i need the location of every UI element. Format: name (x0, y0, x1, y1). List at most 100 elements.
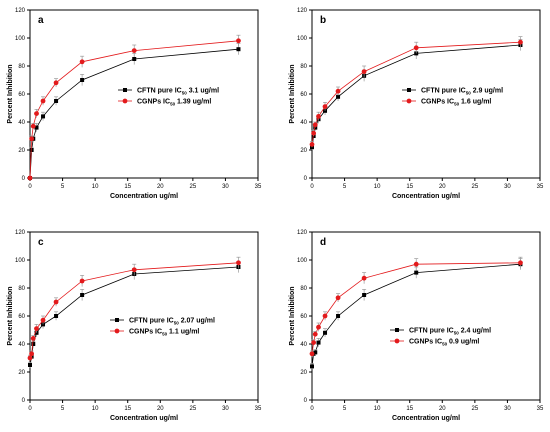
y-tick-label: 20 (18, 148, 25, 154)
x-tick-label: 10 (92, 406, 99, 412)
x-tick-label: 5 (343, 184, 347, 190)
series-0 (28, 43, 241, 180)
series-line (29, 48, 239, 179)
y-tick-label: 40 (18, 120, 25, 126)
y-tick-label: 0 (304, 398, 308, 404)
panel-label: c (38, 237, 44, 248)
data-point (310, 364, 314, 369)
x-tick-label: 20 (157, 184, 164, 190)
x-tick-label: 5 (61, 184, 65, 190)
x-axis-title: Concentration ug/ml (392, 415, 460, 422)
x-tick-label: 25 (190, 406, 197, 412)
data-point (336, 314, 341, 318)
plot-frame (311, 231, 541, 401)
data-point (336, 94, 341, 99)
x-tick-label: 20 (439, 406, 446, 412)
y-tick-label: 20 (18, 370, 25, 376)
y-tick-label: 80 (300, 64, 307, 70)
legend-marker (114, 328, 120, 334)
data-point (413, 45, 419, 51)
x-tick-label: 15 (406, 184, 413, 190)
x-tick-label: 15 (124, 184, 131, 190)
x-tick-label: 0 (310, 406, 314, 412)
data-point (41, 114, 46, 119)
x-tick-label: 0 (310, 184, 314, 190)
series-1 (27, 256, 241, 361)
data-point (54, 314, 59, 318)
data-point (79, 59, 85, 65)
data-point (414, 270, 419, 275)
y-tick-label: 80 (18, 286, 25, 292)
y-tick-label: 120 (297, 8, 308, 14)
data-point (29, 148, 34, 152)
data-point (29, 351, 35, 357)
data-point (34, 111, 39, 116)
data-point (335, 295, 341, 301)
y-tick-label: 120 (15, 230, 26, 236)
data-point (518, 260, 523, 266)
data-point (27, 175, 33, 181)
x-axis-title: Concentration ug/ml (110, 193, 178, 200)
data-point (34, 125, 39, 130)
panel-label: a (38, 15, 44, 26)
x-tick-label: 35 (255, 184, 262, 190)
x-tick-label: 35 (537, 184, 544, 190)
data-point (40, 98, 46, 104)
legend-marker (406, 98, 412, 104)
y-tick-label: 100 (15, 36, 26, 42)
legend: CFTN pure IC50 3.1 ug/ml CGNPs IC50 1.39 … (118, 88, 219, 107)
legend: CFTN pure IC50 2.07 ug/ml CGNPs IC50 1.1 … (110, 318, 215, 337)
legend-marker (407, 88, 411, 92)
data-point (322, 104, 328, 109)
data-point (80, 293, 85, 297)
data-point (236, 38, 241, 44)
y-tick-label: 0 (22, 398, 26, 404)
y-tick-label: 60 (18, 92, 25, 98)
x-tick-label: 25 (472, 406, 479, 412)
legend-label: CGNPs IC50 0.9 ug/ml (409, 339, 479, 347)
data-point (31, 342, 36, 346)
x-tick-label: 0 (28, 184, 32, 190)
y-tick-label: 100 (297, 36, 308, 42)
data-point (518, 39, 523, 45)
data-point (28, 363, 32, 367)
data-point (313, 125, 318, 130)
data-point (80, 78, 85, 82)
x-tick-label: 20 (439, 184, 446, 190)
data-point (53, 80, 59, 86)
data-point (322, 313, 328, 319)
x-tick-label: 10 (92, 184, 99, 190)
data-point (132, 57, 137, 61)
plot-frame (29, 231, 259, 401)
legend-label: CGNPs IC50 1.39 ug/ml (137, 99, 211, 107)
y-tick-label: 20 (300, 148, 307, 154)
x-tick-label: 15 (124, 406, 131, 412)
data-point (312, 331, 318, 337)
y-tick-label: 80 (300, 286, 307, 292)
y-tick-label: 60 (300, 92, 307, 98)
x-tick-label: 35 (255, 406, 262, 412)
series-1 (309, 36, 523, 148)
data-point (316, 324, 321, 330)
x-tick-label: 30 (504, 184, 511, 190)
data-point (131, 267, 137, 273)
x-tick-label: 35 (537, 406, 544, 412)
legend-marker (115, 318, 119, 322)
y-tick-label: 40 (300, 342, 307, 348)
x-tick-label: 20 (157, 406, 164, 412)
legend-label: CFTN pure IC50 2.4 ug/ml (409, 328, 491, 336)
chart-panel-a: 0 5 10 15 20 25 30 35 0 20 40 60 80 100 120 Concentrati… (7, 8, 262, 200)
series-0 (310, 258, 523, 370)
legend-marker (394, 338, 400, 344)
data-point (40, 317, 46, 323)
legend-label: CFTN pure IC50 3.1 ug/ml (137, 88, 219, 96)
data-point (27, 355, 33, 361)
x-tick-label: 10 (374, 184, 381, 190)
series-1 (309, 256, 523, 357)
x-tick-label: 5 (61, 406, 65, 412)
data-point (29, 136, 35, 142)
y-tick-label: 100 (15, 258, 26, 264)
y-tick-label: 60 (300, 314, 307, 320)
x-tick-label: 30 (222, 406, 229, 412)
